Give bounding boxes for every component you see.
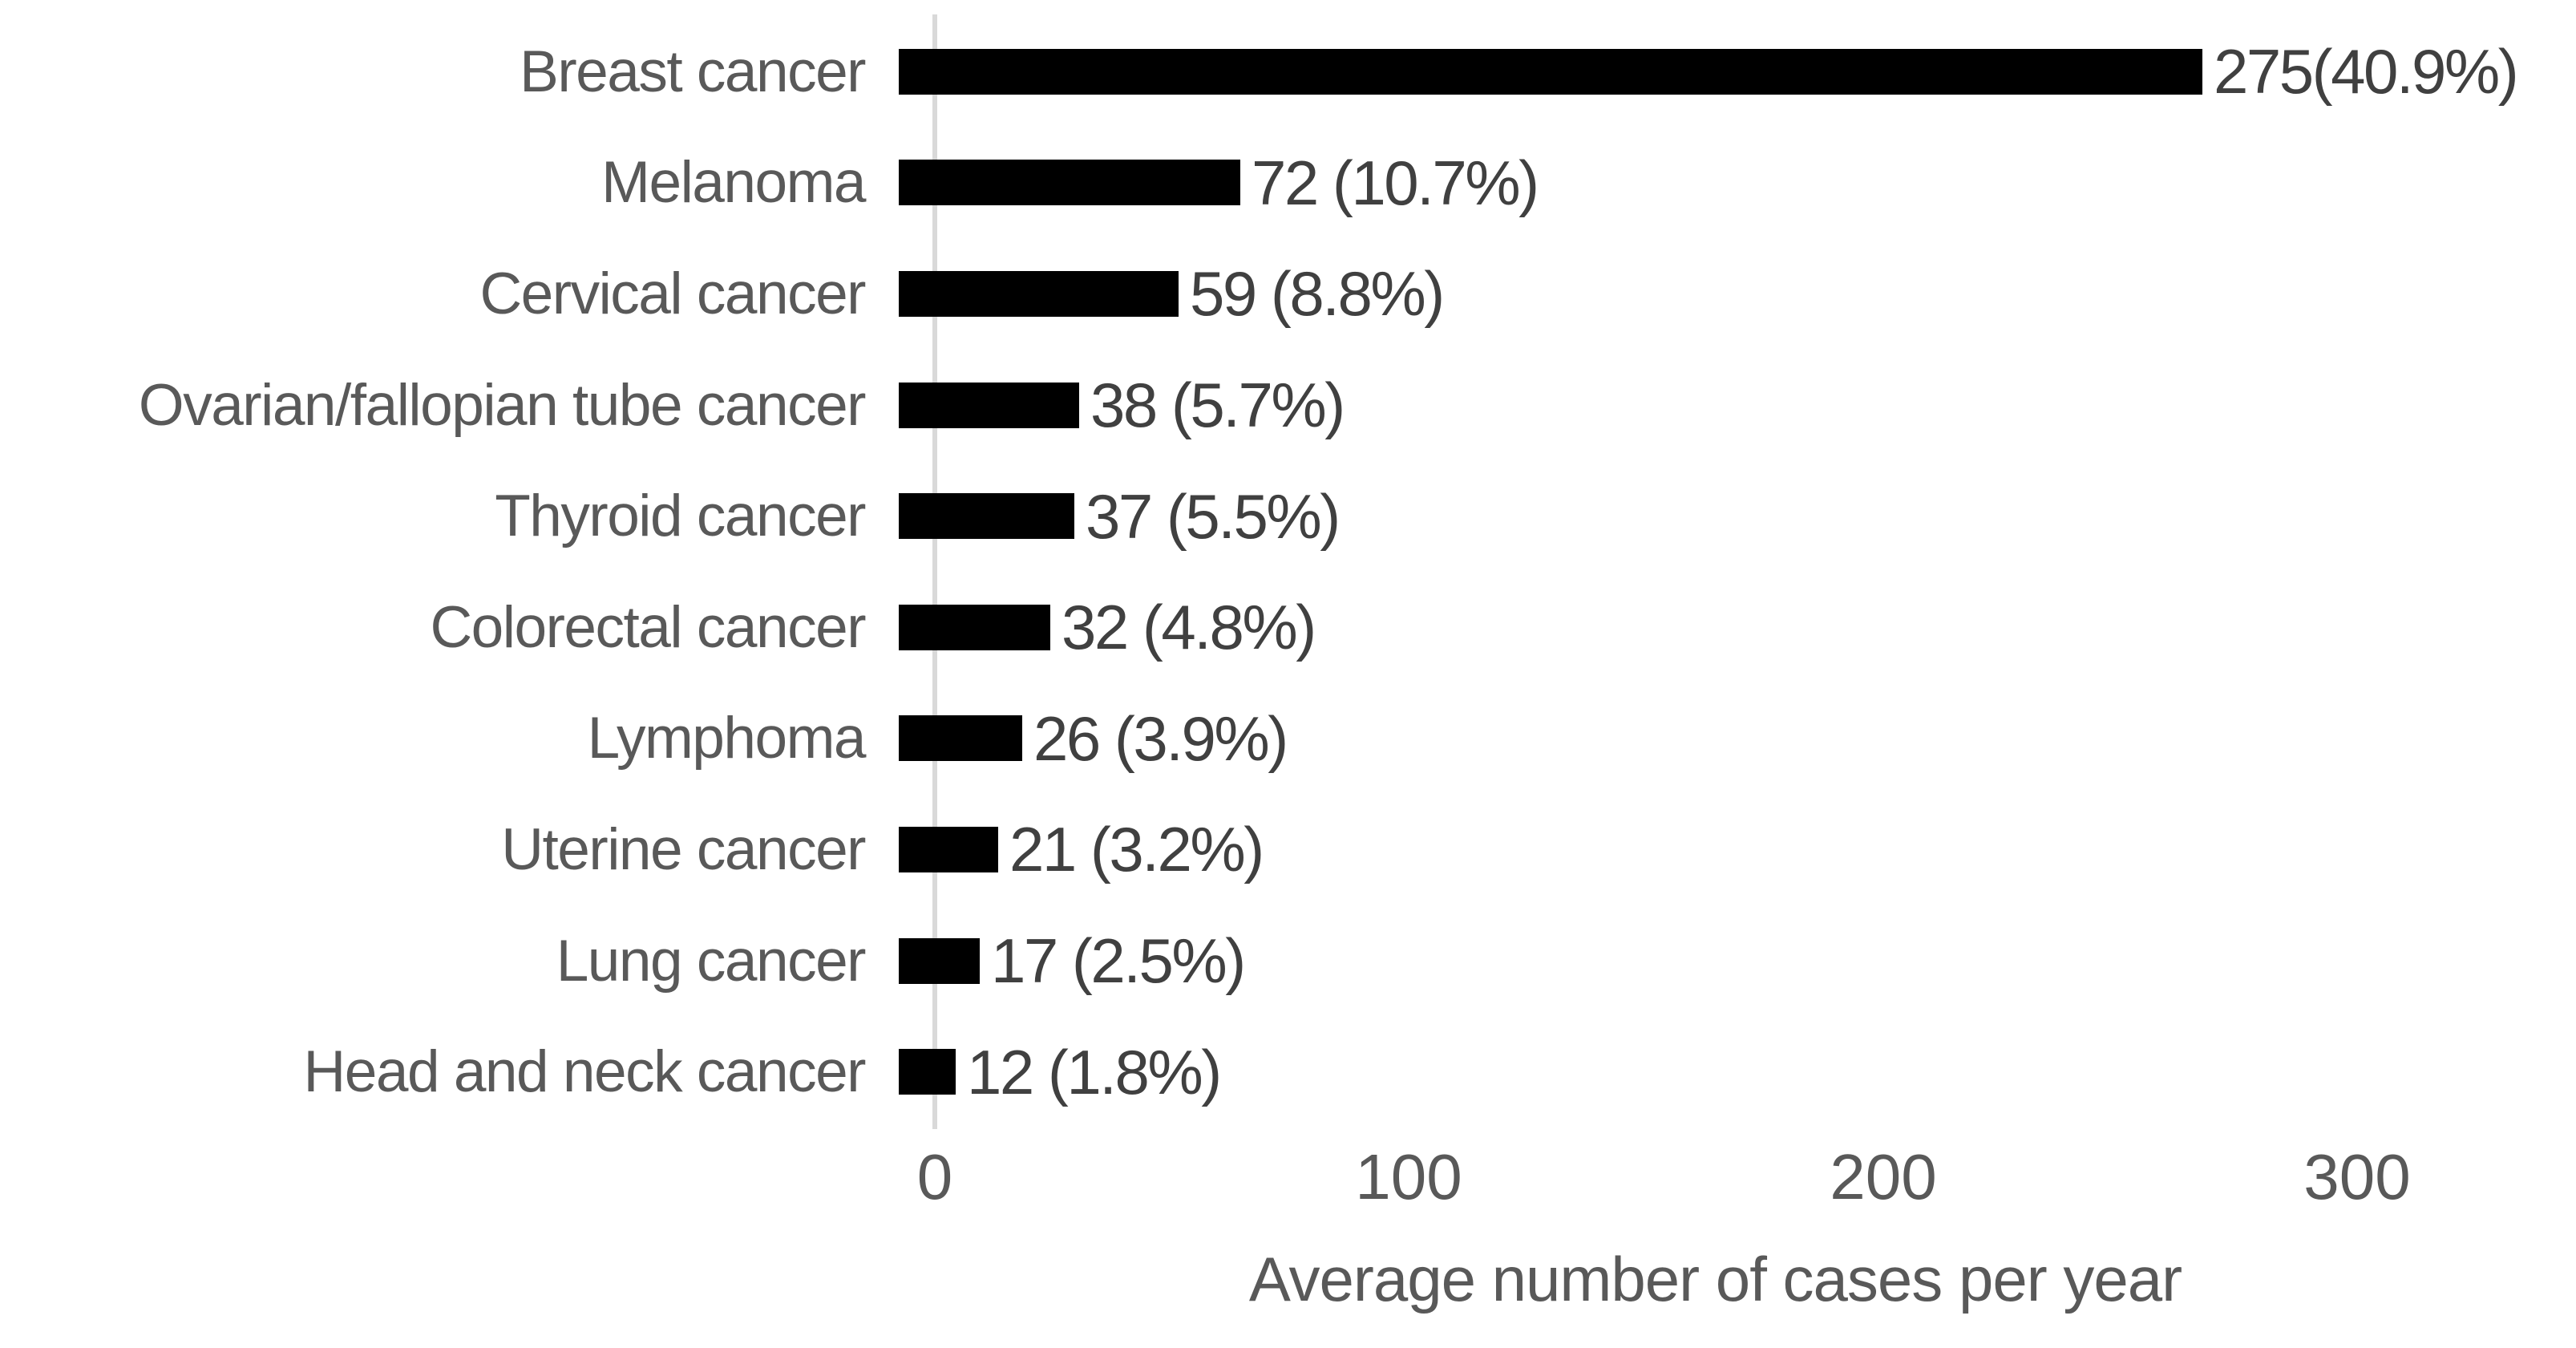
category-label: Lung cancer (556, 928, 867, 994)
bar-value-label: 275(40.9%) (2214, 36, 2519, 107)
bar-row: Cervical cancer 59 (8.8%) (0, 238, 2576, 350)
bar-row: Lung cancer 17 (2.5%) (0, 905, 2576, 1017)
bar-value-label: 37 (5.5%) (1086, 480, 1341, 552)
category-label: Melanoma (601, 150, 866, 216)
category-label: Head and neck cancer (303, 1039, 867, 1105)
bar-area: 12 (1.8%) (899, 1016, 2576, 1127)
bar-row: Melanoma 72 (10.7%) (0, 128, 2576, 239)
bar (899, 1049, 956, 1095)
category-label: Lymphoma (587, 706, 867, 771)
category-label: Ovarian/fallopian tube cancer (138, 372, 867, 438)
bar (899, 937, 980, 984)
bar (899, 826, 998, 872)
bar-row: Head and neck cancer 12 (1.8%) (0, 1016, 2576, 1127)
bar-value-label: 72 (10.7%) (1252, 147, 1539, 218)
category-label: Thyroid cancer (495, 484, 866, 549)
bar-value-label: 38 (5.7%) (1090, 370, 1345, 441)
bar-area: 37 (5.5%) (899, 460, 2576, 572)
bar-value-label: 17 (2.5%) (991, 925, 1246, 997)
bar-value-label: 59 (8.8%) (1190, 258, 1445, 330)
y-axis-line (932, 14, 937, 1129)
bar-row: Breast cancer 275(40.9%) (0, 16, 2576, 128)
bar (899, 160, 1240, 206)
x-axis-ticks: 0 100 200 300 (917, 1141, 2576, 1217)
bar-row: Ovarian/fallopian tube cancer 38 (5.7%) (0, 350, 2576, 461)
bar (899, 382, 1079, 428)
bar-area: 17 (2.5%) (899, 905, 2576, 1017)
chart-rows: Breast cancer 275(40.9%) Melanoma 72 (10… (0, 16, 2576, 1127)
bar (899, 270, 1179, 317)
x-axis-title: Average number of cases per year (1248, 1244, 2182, 1314)
x-tick-label: 200 (1830, 1141, 1937, 1212)
category-label: Colorectal cancer (430, 594, 866, 660)
bar-area: 21 (3.2%) (899, 794, 2576, 905)
bar-area: 32 (4.8%) (899, 572, 2576, 683)
x-tick-label: 300 (2303, 1141, 2411, 1212)
bar (899, 48, 2202, 95)
bar-area: 72 (10.7%) (899, 128, 2576, 239)
bar-row: Colorectal cancer 32 (4.8%) (0, 572, 2576, 683)
bar-row: Lymphoma 26 (3.9%) (0, 683, 2576, 795)
bar-value-label: 21 (3.2%) (1009, 814, 1264, 885)
category-label: Uterine cancer (501, 816, 866, 882)
bar-value-label: 32 (4.8%) (1062, 592, 1316, 663)
bar-area: 275(40.9%) (899, 16, 2576, 128)
bar-area: 26 (3.9%) (899, 683, 2576, 795)
bar-area: 59 (8.8%) (899, 238, 2576, 350)
bar-area: 38 (5.7%) (899, 350, 2576, 461)
bar-row: Thyroid cancer 37 (5.5%) (0, 460, 2576, 572)
bar-value-label: 12 (1.8%) (967, 1036, 1222, 1107)
bar-value-label: 26 (3.9%) (1033, 702, 1288, 774)
category-label: Cervical cancer (479, 261, 866, 326)
x-tick-label: 100 (1355, 1141, 1462, 1212)
x-tick-label: 0 (916, 1141, 953, 1212)
category-label: Breast cancer (520, 38, 866, 104)
bar (899, 493, 1074, 540)
bar-row: Uterine cancer 21 (3.2%) (0, 794, 2576, 905)
bar (899, 715, 1022, 762)
bar (899, 604, 1050, 650)
